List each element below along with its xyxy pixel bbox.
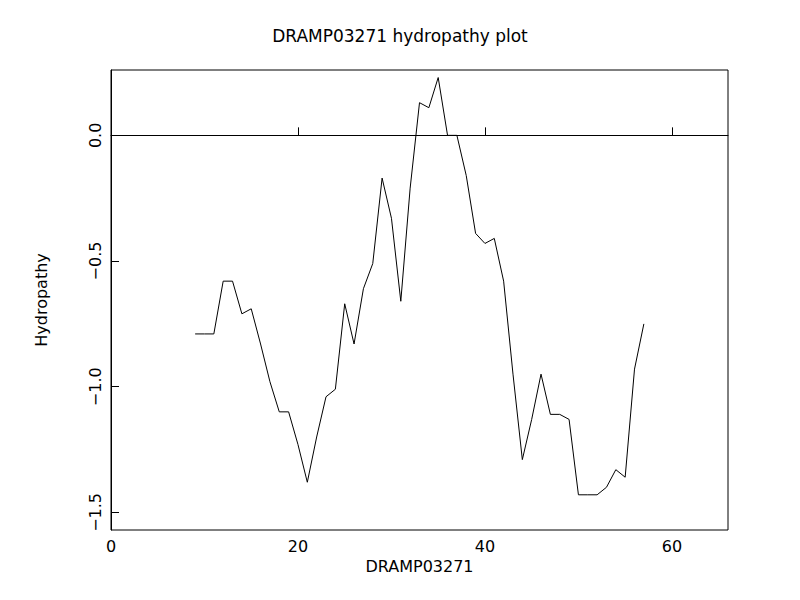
svg-text:60: 60 [662,537,682,556]
svg-text:40: 40 [475,537,495,556]
svg-text:−1.5: −1.5 [86,493,105,532]
svg-text:−0.5: −0.5 [86,242,105,281]
svg-text:20: 20 [288,537,308,556]
svg-text:DRAMP03271 hydropathy plot: DRAMP03271 hydropathy plot [272,26,528,46]
svg-text:−1.0: −1.0 [86,367,105,406]
svg-text:0.0: 0.0 [86,123,105,148]
svg-text:DRAMP03271: DRAMP03271 [365,557,473,576]
svg-text:Hydropathy: Hydropathy [32,253,51,347]
svg-text:0: 0 [106,537,116,556]
